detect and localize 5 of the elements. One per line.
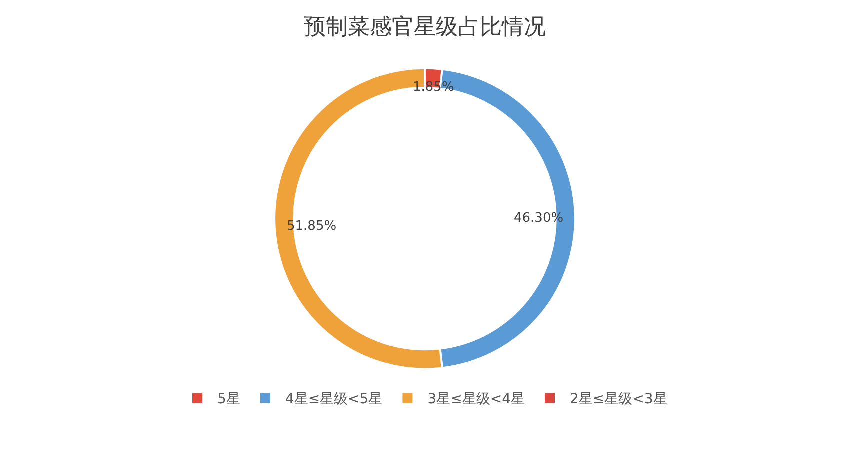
legend-label: 4星≤星级<5星 bbox=[285, 392, 383, 408]
legend-label: 5星 bbox=[218, 392, 240, 408]
legend-label: 3星≤星级<4星 bbox=[428, 392, 525, 408]
chart-title: 预制菜感官星级占比情况 bbox=[304, 15, 546, 40]
legend-label: 2星≤星级<3星 bbox=[570, 392, 668, 408]
